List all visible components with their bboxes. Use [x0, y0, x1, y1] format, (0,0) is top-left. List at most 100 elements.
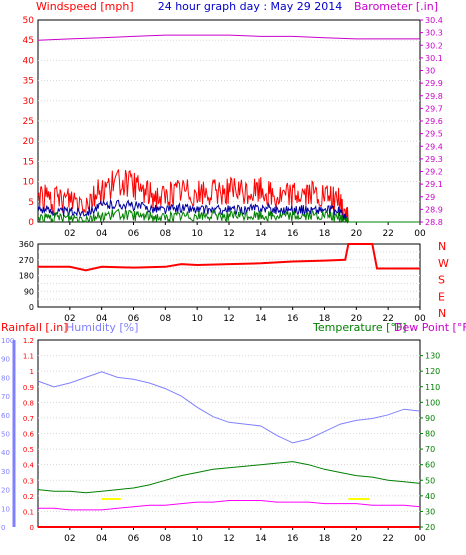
humidity-ytick-label: 40	[1, 449, 10, 457]
barometer-ytick-label: 29.5	[425, 130, 443, 139]
wind-panel-xtick-label: 12	[223, 229, 234, 239]
wind-ytick-label: 25	[23, 117, 34, 127]
wind-ytick-label: 50	[23, 16, 35, 26]
wind-panel-xtick-label: 20	[351, 229, 363, 239]
barometer-ytick-label: 29.1	[425, 180, 443, 189]
rainfall-ytick-label: 0.7	[23, 415, 34, 423]
rainfall-ytick-label: 0.4	[23, 462, 35, 470]
barometer-ytick-label: 29.3	[425, 155, 443, 164]
direction-panel-xtick-label: 20	[351, 314, 363, 324]
compass-label: W	[438, 257, 449, 270]
humidity-ytick-label: 30	[1, 468, 10, 476]
wind-panel-xtick-label: 10	[191, 229, 203, 239]
temperature-ytick-label: 100	[425, 398, 440, 407]
temperature-ytick-label: 30	[425, 507, 435, 516]
direction-ytick-label: 360	[19, 240, 34, 249]
compass-label: S	[438, 274, 445, 287]
direction-panel-xtick-label: 10	[191, 314, 203, 324]
barometer-ytick-label: 29	[425, 193, 435, 202]
compass-label: N	[438, 307, 446, 320]
series-wind-gust	[37, 198, 420, 224]
series-wind-low	[37, 208, 420, 223]
wind-panel-xtick-label: 14	[255, 229, 267, 239]
temperature-ytick-label: 40	[425, 492, 435, 501]
climate-panel-xtick-label: 08	[160, 534, 172, 544]
temperature-ytick-label: 50	[425, 476, 435, 485]
temperature-ytick-label: 60	[425, 461, 435, 470]
climate-panel-xtick-label: 20	[351, 534, 363, 544]
wind-ytick-label: 20	[23, 137, 35, 147]
series-wind-direction	[38, 243, 420, 272]
climate-panel-xtick-label: 12	[223, 534, 234, 544]
temperature-ytick-label: 110	[425, 383, 440, 392]
compass-label: E	[438, 290, 445, 303]
series-dew-point	[38, 500, 421, 511]
barometer-ytick-label: 28.9	[425, 205, 443, 214]
humidity-ytick-label: 60	[1, 412, 10, 420]
climate-panel-xtick-label: 00	[414, 534, 426, 544]
series-barometer	[37, 34, 420, 41]
direction-panel-xtick-label: 22	[382, 314, 393, 324]
dewpoint-axis-label: Dew Point [°F]	[394, 321, 466, 334]
humidity-ytick-label: 70	[1, 393, 10, 401]
temperature-ytick-label: 120	[425, 367, 440, 376]
direction-ytick-label: 90	[24, 287, 34, 296]
barometer-ytick-label: 30.1	[425, 54, 443, 63]
wind-ytick-label: 5	[28, 198, 34, 208]
wind-ytick-label: 10	[23, 178, 35, 188]
humidity-ytick-label: 20	[1, 487, 10, 495]
direction-ytick-label: 0	[29, 303, 34, 312]
wind-panel-xtick-label: 22	[382, 229, 393, 239]
barometer-axis-label: Barometer [.in]	[354, 0, 438, 13]
rainfall-ytick-label: 0.5	[23, 446, 34, 454]
wind-ytick-label: 45	[23, 36, 34, 46]
climate-panel-xtick-label: 18	[319, 534, 331, 544]
direction-panel-xtick-label: 14	[255, 314, 267, 324]
direction-panel-xtick-label: 16	[287, 314, 299, 324]
rainfall-ytick-label: 1.1	[23, 353, 34, 361]
barometer-ytick-label: 29.7	[425, 104, 443, 113]
humidity-ytick-label: 90	[1, 356, 10, 364]
rainfall-ytick-label: 0.2	[23, 493, 34, 501]
barometer-ytick-label: 30.2	[425, 41, 443, 50]
barometer-ytick-label: 29.4	[425, 142, 443, 151]
climate-panel-xtick-label: 22	[382, 534, 393, 544]
temperature-ytick-label: 20	[425, 523, 435, 532]
rainfall-ytick-label: 0.3	[23, 477, 34, 485]
climate-panel-xtick-label: 10	[191, 534, 203, 544]
direction-ytick-label: 180	[19, 272, 34, 281]
rainfall-ytick-label: 1.2	[23, 337, 34, 345]
rainfall-ytick-label: 0.8	[23, 399, 34, 407]
wind-panel-xtick-label: 02	[64, 229, 75, 239]
barometer-ytick-label: 28.8	[425, 218, 443, 227]
direction-ytick-label: 270	[19, 256, 34, 265]
humidity-ytick-label: 10	[1, 505, 10, 513]
wind-ytick-label: 15	[23, 157, 34, 167]
rainfall-axis-label: Rainfall [.in]	[1, 321, 68, 334]
direction-panel-xtick-label: 18	[319, 314, 331, 324]
series-humidity	[37, 371, 421, 444]
wind-panel-xtick-label: 00	[414, 229, 426, 239]
direction-panel-xtick-label: 02	[64, 314, 75, 324]
wind-ytick-label: 40	[23, 56, 35, 66]
direction-panel-xtick-label: 04	[96, 314, 108, 324]
wind-ytick-label: 0	[28, 218, 34, 228]
wind-ytick-label: 30	[23, 97, 35, 107]
series-wind-avg	[37, 169, 420, 223]
climate-panel-xtick-label: 04	[96, 534, 108, 544]
barometer-ytick-label: 29.2	[425, 168, 443, 177]
humidity-axis-label: Humidity [%]	[66, 321, 138, 334]
temperature-axis-label: Temperature [°F]	[312, 321, 407, 334]
wind-panel-xtick-label: 04	[96, 229, 108, 239]
wind-panel-xtick-label: 18	[319, 229, 331, 239]
rainfall-ytick-label: 0.1	[23, 508, 34, 516]
rainfall-ytick-label: 0	[30, 524, 34, 532]
humidity-ytick-label: 50	[1, 431, 10, 439]
temperature-ytick-label: 90	[425, 414, 435, 423]
barometer-ytick-label: 29.9	[425, 79, 443, 88]
direction-panel-xtick-label: 00	[414, 314, 426, 324]
climate-panel-xtick-label: 14	[255, 534, 267, 544]
wind-axis-label: Windspeed [mph]	[36, 0, 134, 13]
humidity-ytick-label: 80	[1, 374, 10, 382]
